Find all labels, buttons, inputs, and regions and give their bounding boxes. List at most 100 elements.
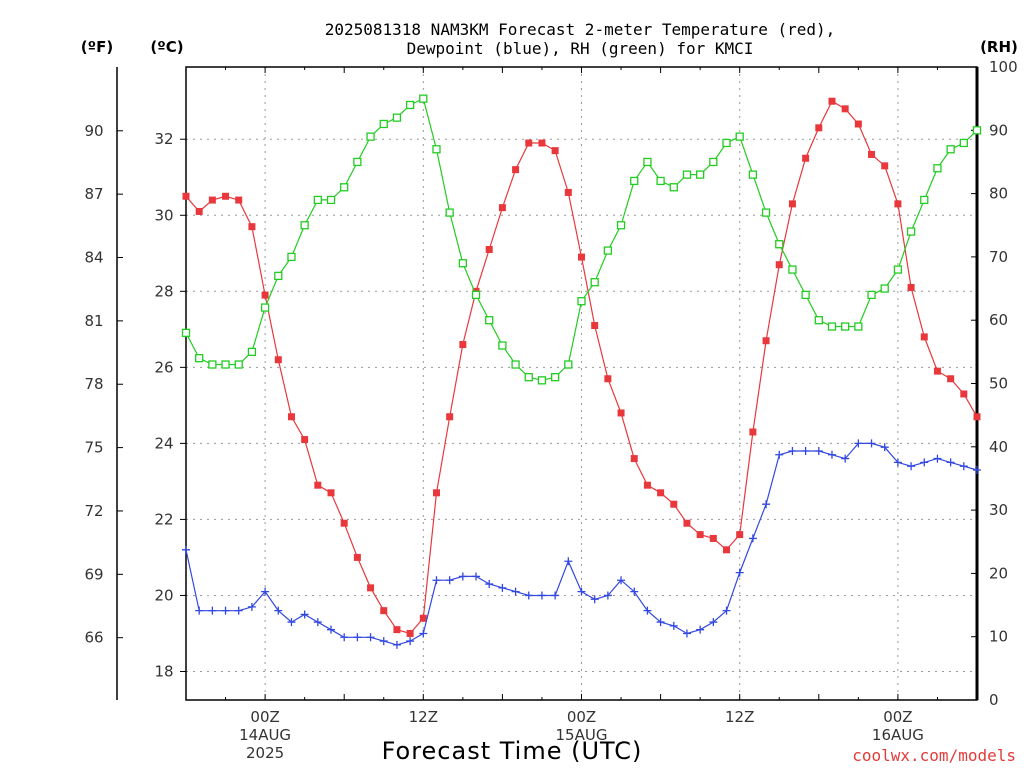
dewpoint-point (709, 618, 718, 627)
temperature-point (353, 553, 361, 561)
rh-point (392, 113, 402, 122)
rh-tick-label: 80 (989, 185, 1008, 203)
temperature-point (749, 428, 757, 436)
temperature-point (235, 196, 243, 204)
temperature-point (208, 196, 216, 204)
dewpoint-point (524, 591, 533, 600)
temperature-point (947, 375, 955, 383)
temperature-point (551, 147, 559, 155)
rh-point (841, 322, 850, 331)
temperature-point (340, 519, 348, 527)
rh-point (537, 376, 547, 385)
dewpoint-point (287, 618, 296, 627)
rh-point (972, 126, 982, 135)
fahrenheit-tick-label: 75 (84, 439, 103, 457)
dewpoint-point (485, 580, 494, 589)
chart-title-line-2: Dewpoint (blue), RH (green) for KMCI (407, 39, 754, 58)
rh-tick-label: 20 (989, 564, 1008, 582)
dewpoint-point (630, 587, 639, 596)
fahrenheit-unit-label: (ºF) (81, 38, 113, 56)
temperature-point (670, 500, 678, 508)
dewpoint-point (854, 439, 863, 448)
rh-point (234, 360, 243, 369)
rh-point (880, 284, 889, 293)
temperature-point (604, 375, 612, 383)
axes: 18 20 22 24 26 28 30 32 66 69 72 75 78 81 84 87 90 0 10 20 3… (84, 58, 1017, 709)
dewpoint-point (788, 446, 797, 455)
rh-point (577, 297, 586, 306)
rh-point (590, 278, 599, 287)
rh-point (550, 373, 560, 382)
temperature-point (406, 629, 414, 637)
dewpoint-point (327, 625, 336, 634)
dewpoint-point (841, 454, 850, 463)
x-axis-title: Forecast Time (UTC) (382, 737, 643, 765)
temperature-point (683, 519, 691, 527)
rh-unit-label: (RH) (980, 38, 1018, 56)
temperature-point (446, 413, 454, 421)
celsius-tick-label: 18 (154, 662, 173, 680)
temperature-point (762, 337, 770, 345)
rh-point (511, 360, 520, 369)
dewpoint-point (920, 458, 929, 467)
rh-point (379, 119, 388, 129)
temperature-point (525, 139, 533, 147)
rh-point (564, 360, 573, 369)
temperature-point (643, 481, 651, 489)
rh-point (485, 316, 494, 325)
temperature-point (657, 489, 665, 497)
temperature-point (287, 413, 295, 421)
temperature-point (248, 223, 256, 231)
rh-point (682, 170, 692, 179)
rh-point (696, 170, 705, 179)
temperature-point (314, 481, 322, 489)
dewpoint-point (696, 625, 705, 634)
dewpoint-point (827, 450, 836, 459)
rh-tick-label: 0 (989, 691, 999, 709)
rh-point (274, 271, 283, 281)
rh-point (353, 157, 362, 167)
dewpoint-point (379, 637, 388, 646)
dewpoint-point (682, 629, 691, 638)
rh-point (748, 170, 758, 179)
rh-point (616, 221, 626, 230)
celsius-tick-label: 26 (154, 358, 173, 376)
rh-point (287, 252, 296, 262)
dewpoint-point (656, 618, 665, 627)
temperature-point (459, 341, 467, 349)
celsius-tick-label: 20 (154, 586, 173, 604)
rh-point (326, 195, 336, 205)
dewpoint-point (392, 640, 401, 649)
dewpoint-point (722, 606, 731, 615)
x-tick-label: 12Z (409, 708, 438, 726)
dewpoint-point (946, 458, 955, 467)
dewpoint-point (814, 446, 823, 455)
rh-point (801, 290, 810, 300)
rh-tick-label: 50 (989, 375, 1008, 393)
rh-point (419, 94, 428, 103)
dewpoint-point (551, 591, 560, 600)
temperature-point (380, 607, 388, 615)
rh-tick-label: 30 (989, 501, 1008, 519)
dewpoint-point (445, 576, 454, 585)
dewpoint-point (313, 618, 322, 627)
temperature-point (432, 489, 440, 497)
celsius-tick-label: 30 (154, 206, 173, 224)
temperature-point (788, 200, 796, 208)
temperature-point (591, 322, 599, 330)
temperature-point (222, 192, 230, 200)
dewpoint-point (973, 465, 981, 474)
rh-point (195, 354, 204, 363)
temperature-point (498, 204, 506, 212)
temperature-point (775, 261, 783, 269)
temperature-point (868, 150, 876, 158)
temperature-point (393, 626, 401, 634)
rh-point (630, 176, 639, 186)
temperature-point (709, 534, 717, 542)
dewpoint-point (195, 606, 204, 615)
temperature-point (485, 245, 493, 253)
dewpoint-point (472, 572, 481, 581)
x-tick-label: 16AUG (872, 726, 924, 744)
celsius-tick-label: 28 (154, 282, 173, 300)
